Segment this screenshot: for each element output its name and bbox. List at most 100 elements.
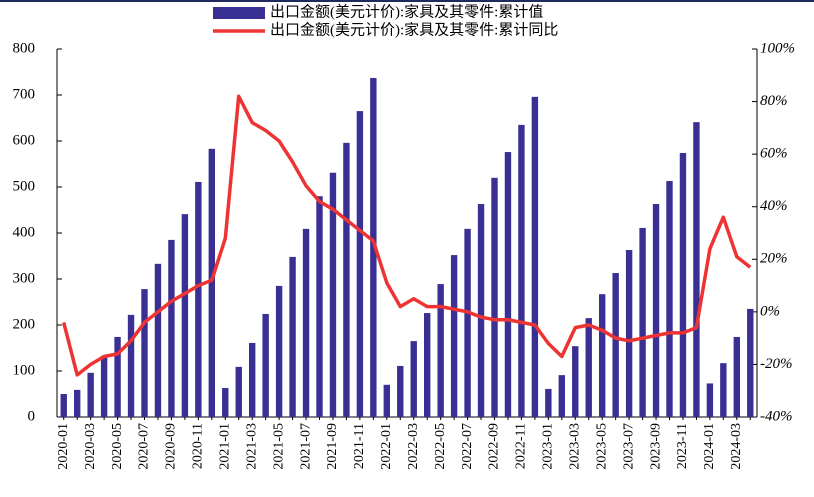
bar (477, 204, 485, 417)
x-tick-label: 2022-03 (406, 423, 421, 470)
bar (491, 177, 498, 417)
bar (518, 124, 525, 418)
y2-tick-label: -20% (760, 356, 793, 372)
x-tick-label: 2024-03 (729, 423, 744, 470)
bar (208, 148, 216, 417)
bar (531, 96, 539, 417)
bar (316, 196, 323, 417)
bar (356, 111, 364, 417)
x-tick-label: 2021-01 (217, 423, 232, 470)
bar (666, 181, 673, 417)
bar (706, 383, 714, 417)
y2-tick-label: 20% (760, 251, 788, 267)
bar (397, 365, 404, 417)
bar (625, 250, 633, 417)
bar (302, 228, 310, 417)
x-tick-label: 2023-07 (621, 423, 636, 470)
y2-tick-label: -40% (760, 408, 793, 424)
x-tick-label: 2021-05 (271, 423, 286, 470)
y-tick-label: 400 (13, 224, 36, 240)
y2-tick-label: 0% (760, 303, 780, 319)
bar (73, 389, 81, 417)
bar (60, 394, 67, 417)
bar (87, 372, 94, 417)
bar (598, 294, 606, 417)
bar (585, 318, 592, 417)
x-tick-label: 2021-09 (325, 423, 340, 470)
bar (275, 285, 283, 417)
bar (693, 122, 700, 417)
bar (504, 152, 512, 418)
x-tick-label: 2020-01 (56, 423, 71, 470)
legend-swatch (213, 7, 265, 19)
x-tick-label: 2021-07 (298, 423, 313, 470)
bar (450, 255, 458, 417)
legend-label: 出口金额(美元计价):家具及其零件:累计值 (270, 3, 543, 20)
x-tick-label: 2023-03 (567, 423, 582, 470)
bar (558, 375, 566, 417)
x-tick-label: 2023-01 (541, 423, 556, 470)
bar (289, 256, 296, 417)
bar (612, 273, 619, 417)
line (62, 94, 752, 377)
bar (100, 355, 108, 417)
y-tick-label: 700 (13, 86, 36, 102)
x-tick-label: 2020-09 (164, 423, 179, 470)
x-tick-label: 2023-09 (648, 423, 663, 470)
bar (720, 363, 727, 417)
y-tick-label: 500 (13, 178, 36, 194)
bar (114, 336, 121, 417)
x-tick-label: 2023-11 (675, 423, 690, 469)
x-tick-label: 2020-03 (83, 423, 98, 470)
bar (370, 77, 377, 417)
bar (572, 346, 579, 417)
x-tick-label: 2021-03 (244, 423, 259, 470)
bar (410, 341, 417, 417)
bar (222, 388, 229, 417)
x-tick-label: 2023-05 (594, 423, 609, 470)
bar (545, 388, 552, 417)
x-tick-label: 2022-11 (514, 423, 529, 469)
bar (639, 227, 646, 417)
bar (343, 142, 350, 417)
x-tick-label: 2024-01 (702, 423, 717, 470)
bar (733, 336, 741, 417)
bar (168, 239, 175, 417)
x-tick-label: 2021-11 (352, 423, 367, 469)
bar (679, 152, 687, 417)
x-tick-label: 2020-11 (191, 423, 206, 469)
y2-tick-label: 80% (760, 93, 788, 109)
legend-label: 出口金额(美元计价):家具及其零件:累计同比 (270, 21, 558, 38)
bar (195, 181, 202, 417)
bar (248, 342, 256, 417)
bar (423, 313, 431, 417)
x-tick-label: 2022-01 (379, 423, 394, 470)
x-tick-label: 2020-07 (137, 423, 152, 470)
bar (464, 228, 471, 417)
x-tick-label: 2022-09 (487, 423, 502, 470)
y-tick-label: 200 (13, 316, 36, 332)
bar (141, 289, 148, 417)
bar (154, 263, 162, 417)
x-tick-label: 2020-05 (110, 423, 125, 470)
bar (262, 313, 269, 417)
bar (127, 314, 135, 417)
y2-tick-label: 60% (760, 146, 788, 162)
bar (437, 284, 444, 417)
x-tick-label: 2022-05 (433, 423, 448, 470)
bar (329, 172, 337, 417)
y2-tick-label: 100% (760, 40, 795, 56)
y-tick-label: 300 (13, 270, 36, 286)
y2-tick-label: 40% (760, 198, 788, 214)
y-tick-label: 0 (28, 408, 36, 424)
x-tick-label: 2022-07 (460, 423, 475, 470)
bar (747, 308, 754, 417)
bar (383, 384, 391, 417)
y-tick-label: 800 (13, 40, 36, 56)
y-tick-label: 100 (13, 362, 36, 378)
bar (652, 204, 660, 417)
bar (235, 366, 242, 417)
bar (181, 214, 189, 417)
y-tick-label: 600 (13, 132, 36, 148)
